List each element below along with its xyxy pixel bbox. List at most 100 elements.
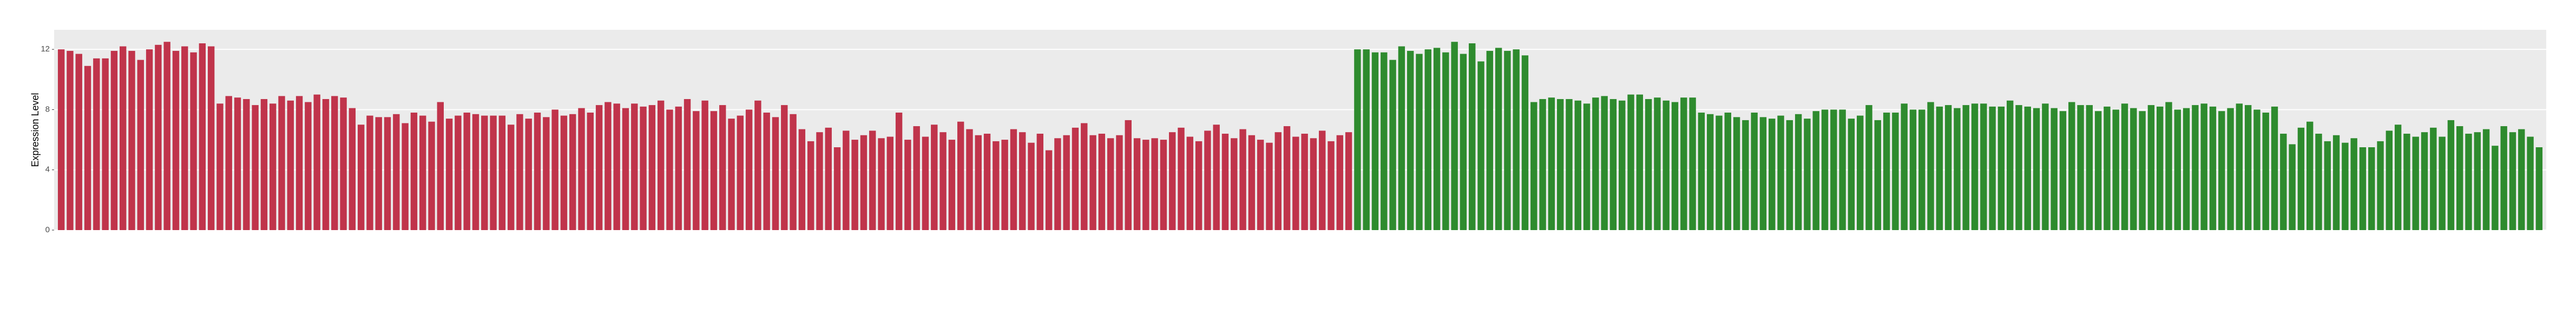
bar: [1442, 52, 1449, 231]
y-tick-label: 12: [41, 44, 50, 54]
bar: [260, 99, 268, 230]
bar: [860, 135, 868, 230]
bar: [2112, 109, 2119, 230]
bar: [1107, 138, 1114, 230]
bar: [225, 96, 232, 230]
bar: [172, 50, 180, 231]
bar: [234, 97, 241, 230]
bar: [1821, 109, 1829, 230]
bar: [2068, 102, 2075, 230]
bar: [1319, 130, 1326, 230]
bar: [1751, 113, 1758, 230]
bar: [1010, 129, 1017, 230]
bar: [1098, 133, 1106, 230]
bar: [2059, 111, 2067, 230]
bar: [313, 94, 320, 230]
bar: [631, 103, 638, 230]
bar: [1301, 133, 1308, 230]
bar: [975, 135, 982, 230]
bar: [1310, 138, 1317, 230]
bar: [2394, 125, 2402, 230]
bar: [2227, 108, 2234, 230]
bar: [2183, 108, 2190, 230]
bar: [472, 114, 479, 230]
bar: [1239, 129, 1246, 230]
bar: [825, 127, 832, 230]
bar: [1733, 117, 1740, 230]
bar: [2280, 133, 2287, 230]
bar: [551, 109, 558, 230]
bar: [578, 108, 585, 230]
bar: [1133, 138, 1141, 230]
bar: [1962, 105, 1969, 230]
bar: [2447, 120, 2455, 230]
bar: [1680, 97, 1687, 230]
bar: [595, 105, 603, 230]
bar: [1724, 113, 1731, 230]
bar: [1671, 102, 1679, 230]
bar: [1927, 102, 1934, 230]
bar: [295, 96, 303, 230]
bar: [1980, 103, 1987, 230]
bar: [2509, 132, 2516, 230]
bar: [128, 50, 135, 231]
bar: [278, 96, 285, 230]
bar: [2527, 136, 2534, 230]
bar: [2386, 130, 2393, 230]
bar: [1451, 42, 1458, 230]
bar: [710, 111, 718, 230]
bar: [931, 125, 938, 230]
bar: [1045, 150, 1053, 230]
bar: [57, 49, 65, 231]
bar: [1944, 105, 1952, 230]
bar: [1186, 136, 1194, 230]
bar: [2368, 147, 2375, 230]
bar: [781, 105, 788, 230]
bar: [1592, 97, 1599, 230]
bar: [1195, 141, 1202, 230]
bar: [1231, 138, 1238, 230]
bar: [410, 113, 418, 230]
bar: [833, 147, 841, 230]
bar: [1601, 96, 1608, 230]
bar: [1759, 117, 1767, 230]
bar: [1160, 140, 1167, 230]
bar: [2492, 146, 2499, 230]
bar: [1221, 133, 1229, 230]
bar: [93, 58, 100, 230]
bar: [2139, 111, 2146, 230]
bar: [2500, 126, 2507, 230]
bar: [939, 132, 947, 230]
bar: [2024, 106, 2031, 230]
bar: [498, 115, 506, 230]
y-axis-label: Expression Level: [30, 93, 41, 167]
bar: [1495, 48, 1502, 231]
bar: [1698, 113, 1705, 230]
bar: [640, 106, 647, 230]
bar: [1292, 136, 1299, 230]
bar: [2421, 132, 2428, 230]
bar: [763, 113, 770, 230]
bar: [922, 136, 929, 230]
bar: [807, 141, 814, 230]
bar: [490, 115, 497, 230]
bar: [1204, 130, 1211, 230]
bar: [1257, 140, 1264, 230]
bar: [1583, 103, 1591, 230]
bar: [993, 141, 1000, 230]
bar: [2236, 103, 2243, 230]
bar: [481, 115, 488, 230]
bar: [1433, 48, 1441, 231]
bar: [455, 115, 462, 230]
bar: [1371, 52, 1379, 231]
bar: [1830, 109, 1837, 230]
bar: [1407, 50, 1414, 231]
bar: [252, 105, 259, 230]
bar: [2332, 135, 2340, 230]
bar: [428, 121, 435, 230]
bar: [1839, 109, 1846, 230]
bar: [701, 100, 708, 230]
bar: [2165, 102, 2172, 230]
bar: [2147, 105, 2155, 230]
